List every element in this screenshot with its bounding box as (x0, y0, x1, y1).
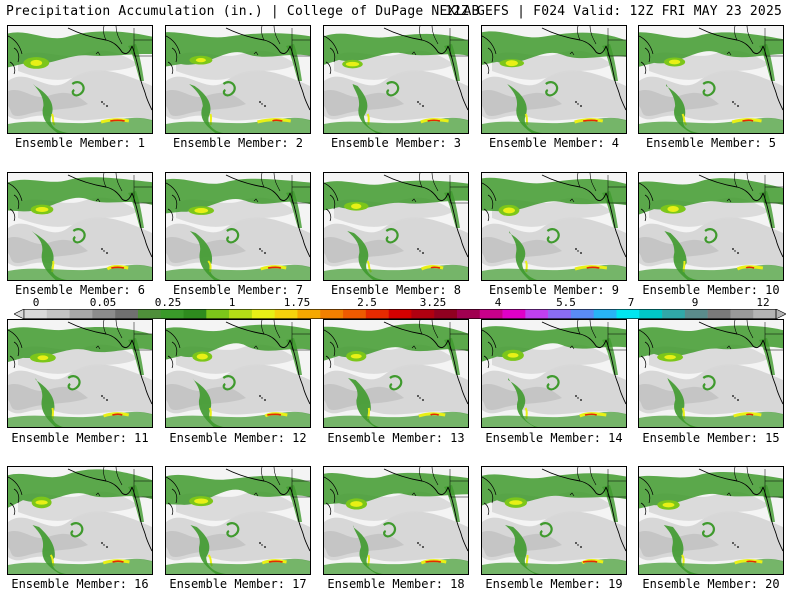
ensemble-member-label: Ensemble Member: 7 (172, 283, 304, 297)
colorbar-segment (434, 309, 458, 319)
colorbar-segment (616, 309, 640, 319)
colorbar-scale (14, 309, 786, 319)
ensemble-member-map-11 (7, 319, 153, 428)
colorbar-segment (160, 309, 184, 319)
colorbar-segment (297, 309, 321, 319)
ensemble-member-map-2 (165, 25, 311, 134)
colorbar-right-arrow (775, 309, 786, 319)
colorbar-segment (707, 309, 731, 319)
ensemble-member-map-6 (7, 172, 153, 281)
colorbar-segment (274, 309, 298, 319)
ensemble-member-map-12 (165, 319, 311, 428)
colorbar-tick-label: 5.5 (556, 296, 576, 309)
ensemble-member-label: Ensemble Member: 11 (11, 431, 149, 445)
colorbar-tick-label: 2.5 (357, 296, 377, 309)
ensemble-member-label: Ensemble Member: 3 (330, 136, 462, 150)
ensemble-member-map-14 (481, 319, 627, 428)
map-title: Precipitation Accumulation (in.) | Colle… (6, 4, 480, 19)
ensemble-member-map-19 (481, 466, 627, 575)
ensemble-member-map-15 (638, 319, 784, 428)
colorbar-segment (639, 309, 663, 319)
ensemble-member-label: Ensemble Member: 13 (327, 431, 465, 445)
colorbar-segment (69, 309, 93, 319)
colorbar-segment (320, 309, 344, 319)
colorbar-segment (206, 309, 230, 319)
colorbar-tick-label: 4 (494, 296, 502, 309)
colorbar-segment (46, 309, 70, 319)
ensemble-member-label: Ensemble Member: 15 (642, 431, 780, 445)
colorbar-tick-label: 9 (691, 296, 699, 309)
ensemble-member-map-8 (323, 172, 469, 281)
ensemble-member-label: Ensemble Member: 18 (327, 577, 465, 591)
colorbar-segment (183, 309, 207, 319)
ensemble-member-label: Ensemble Member: 14 (485, 431, 623, 445)
colorbar-segment (593, 309, 617, 319)
colorbar-segment (92, 309, 116, 319)
colorbar-segment (137, 309, 162, 319)
colorbar-segment (525, 309, 549, 319)
ensemble-member-map-20 (638, 466, 784, 575)
colorbar-segment (343, 309, 367, 319)
colorbar-segment (662, 309, 686, 319)
ensemble-member-label: Ensemble Member: 4 (488, 136, 620, 150)
ensemble-member-label: Ensemble Member: 9 (488, 283, 620, 297)
ensemble-member-label: Ensemble Member: 2 (172, 136, 304, 150)
ensemble-member-map-4 (481, 25, 627, 134)
colorbar-segment (365, 309, 389, 319)
colorbar-outline (23, 309, 777, 319)
ensemble-member-label: Ensemble Member: 6 (14, 283, 146, 297)
colorbar-tick-label: 7 (627, 296, 635, 309)
colorbar-tick-label: 0.25 (154, 296, 182, 309)
ensemble-member-map-5 (638, 25, 784, 134)
colorbar-tick-label: 3.25 (419, 296, 447, 309)
colorbar-segment (479, 309, 503, 319)
colorbar-segment (411, 309, 435, 319)
ensemble-member-label: Ensemble Member: 17 (169, 577, 307, 591)
colorbar-tick-label: 1.75 (283, 296, 311, 309)
colorbar-tick-label: 12 (756, 296, 770, 309)
ensemble-member-label: Ensemble Member: 10 (642, 283, 780, 297)
ensemble-member-map-13 (323, 319, 469, 428)
ensemble-member-map-16 (7, 466, 153, 575)
ensemble-member-map-18 (323, 466, 469, 575)
colorbar-segment (388, 309, 412, 319)
ensemble-member-label: Ensemble Member: 8 (330, 283, 462, 297)
colorbar-tick-label: 0 (32, 296, 40, 309)
colorbar-segment (684, 309, 708, 319)
colorbar-tick-label: 1 (228, 296, 236, 309)
ensemble-member-map-10 (638, 172, 784, 281)
model-run-valid-time: 12Z GEFS | F024 Valid: 12Z FRI MAY 23 20… (444, 4, 782, 19)
colorbar-segment (456, 309, 481, 319)
ensemble-member-label: Ensemble Member: 16 (11, 577, 149, 591)
ensemble-member-label: Ensemble Member: 1 (14, 136, 146, 150)
ensemble-member-label: Ensemble Member: 20 (642, 577, 780, 591)
colorbar-segment (502, 309, 526, 319)
colorbar-tick-label: 0.05 (89, 296, 117, 309)
ensemble-member-map-9 (481, 172, 627, 281)
ensemble-member-map-17 (165, 466, 311, 575)
colorbar-segment (24, 309, 48, 319)
colorbar-segment (115, 309, 139, 319)
ensemble-member-map-1 (7, 25, 153, 134)
ensemble-member-label: Ensemble Member: 5 (645, 136, 777, 150)
colorbar-segment (251, 309, 275, 319)
colorbar-segment (753, 309, 777, 319)
colorbar-segment (730, 309, 754, 319)
ensemble-member-label: Ensemble Member: 19 (485, 577, 623, 591)
colorbar-segment (229, 309, 253, 319)
colorbar-segment (548, 309, 572, 319)
colorbar-left-arrow (14, 309, 25, 319)
colorbar-segment (570, 309, 594, 319)
ensemble-member-map-7 (165, 172, 311, 281)
ensemble-member-map-3 (323, 25, 469, 134)
ensemble-member-label: Ensemble Member: 12 (169, 431, 307, 445)
